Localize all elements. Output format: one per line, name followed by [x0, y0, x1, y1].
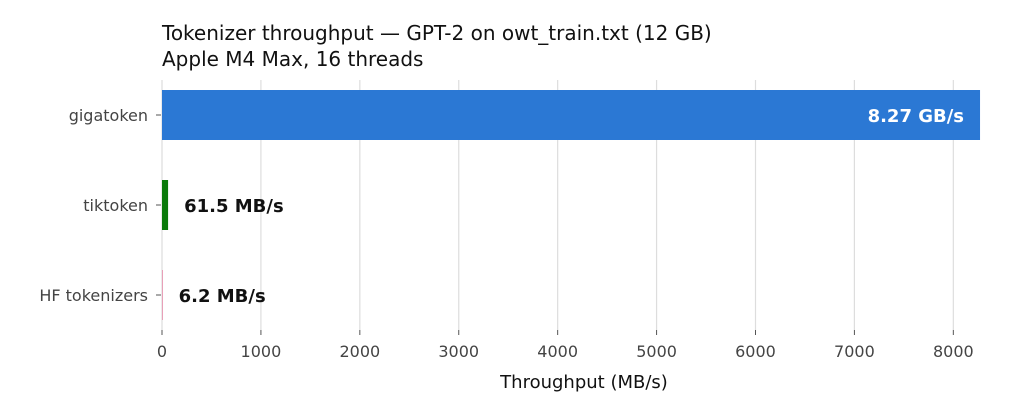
y-tick-label: HF tokenizers: [39, 286, 148, 305]
y-tick-label: gigatoken: [69, 106, 148, 125]
x-tick-label: 5000: [636, 342, 677, 361]
chart-title: Tokenizer throughput — GPT-2 on owt_trai…: [161, 21, 712, 45]
x-tick-label: 1000: [241, 342, 282, 361]
data-label: 6.2 MB/s: [179, 286, 266, 307]
x-tick-label: 6000: [735, 342, 776, 361]
x-tick-label: 8000: [933, 342, 974, 361]
x-tick-label: 0: [157, 342, 167, 361]
x-tick-label: 3000: [438, 342, 479, 361]
x-axis-label: Throughput (MB/s): [499, 372, 668, 393]
x-tick-label: 4000: [537, 342, 578, 361]
label-layer: 8.27 GB/s 61.5 MB/s 6.2 MB/s: [179, 106, 964, 307]
x-tick-label: 7000: [834, 342, 875, 361]
data-label: 61.5 MB/s: [184, 196, 284, 217]
bar-layer: [162, 90, 981, 320]
chart-subtitle: Apple M4 Max, 16 threads: [162, 47, 423, 71]
bar: [162, 90, 981, 140]
x-tick-layer: 0 1000 2000 3000 4000 5000 6000 7000 8000: [157, 330, 974, 361]
bar: [162, 270, 163, 320]
y-tick-layer: gigatoken tiktoken HF tokenizers: [39, 106, 161, 305]
x-tick-label: 2000: [339, 342, 380, 361]
y-tick-label: tiktoken: [83, 196, 148, 215]
data-label: 8.27 GB/s: [868, 106, 964, 127]
bar: [162, 180, 169, 230]
